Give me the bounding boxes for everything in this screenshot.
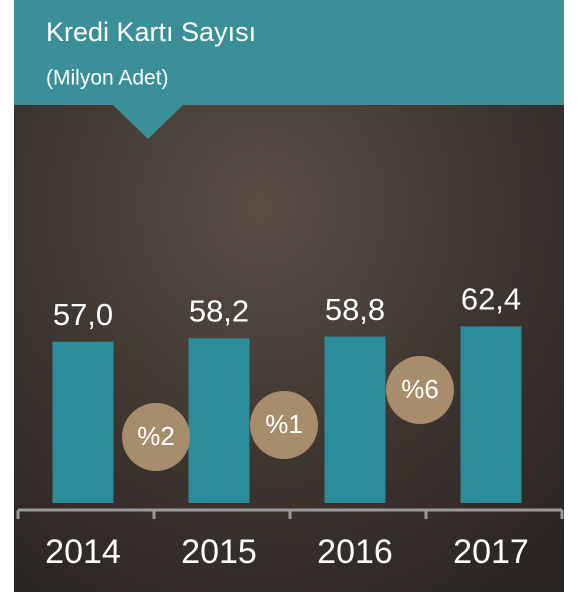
- value-label: 62,4: [461, 282, 521, 317]
- bar: [461, 326, 522, 503]
- value-label: 58,2: [189, 293, 249, 328]
- bar: [325, 337, 386, 503]
- growth-label: %2: [137, 421, 175, 451]
- chart-subtitle: (Milyon Adet): [46, 67, 169, 90]
- x-tick-label: 2014: [45, 533, 121, 571]
- value-label: 58,8: [325, 292, 385, 327]
- bar: [53, 342, 114, 503]
- growth-label: %6: [401, 374, 439, 404]
- chart-title: Kredi Kartı Sayısı: [46, 17, 256, 47]
- bar: [189, 338, 250, 503]
- x-tick-label: 2015: [181, 533, 257, 571]
- value-label: 57,0: [53, 297, 113, 332]
- chart: Kredi Kartı Sayısı (Milyon Adet) 57,0 201…: [0, 0, 578, 601]
- x-tick-label: 2016: [317, 533, 393, 571]
- x-tick-label: 2017: [453, 533, 529, 571]
- growth-label: %1: [265, 409, 303, 439]
